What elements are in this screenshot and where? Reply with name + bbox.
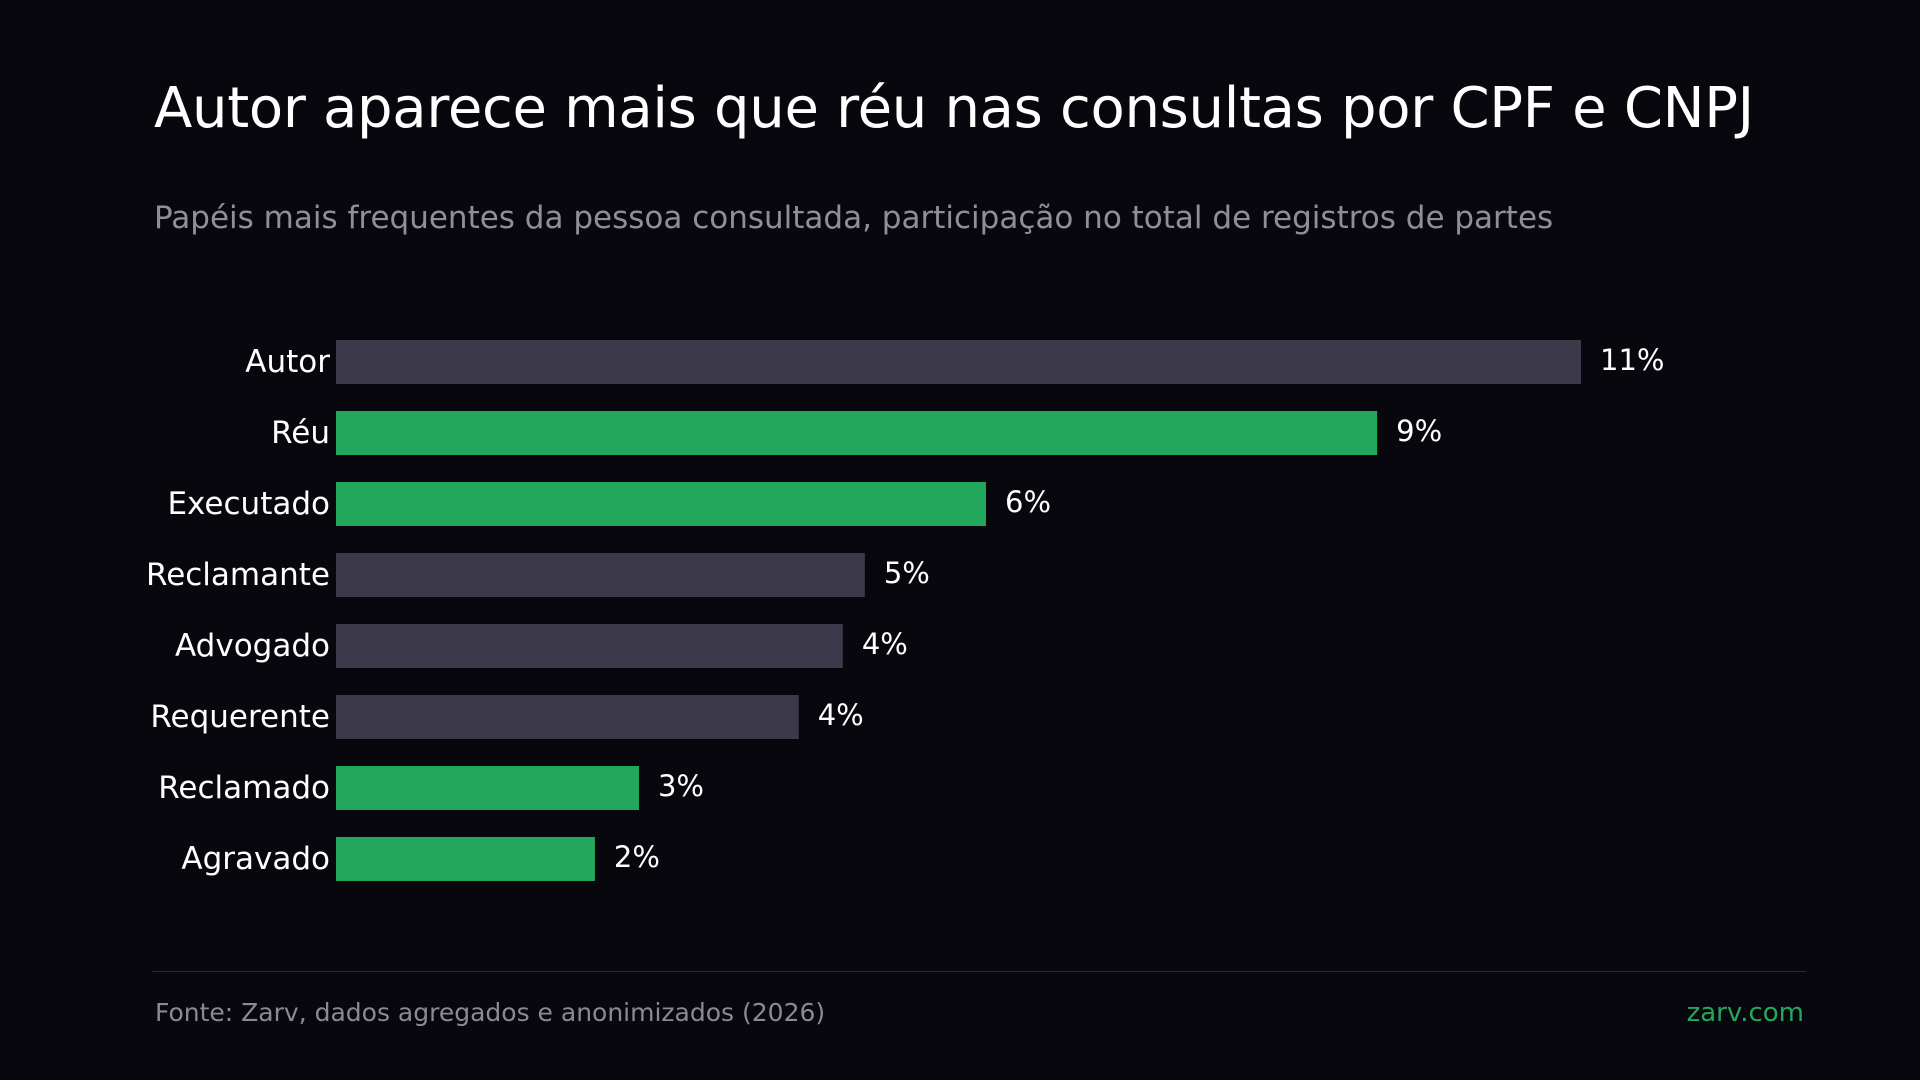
- category-label-reclamante: Reclamante: [146, 557, 330, 593]
- bar-agravado: [336, 837, 595, 881]
- chart-title: Autor aparece mais que réu nas consultas…: [154, 76, 1754, 141]
- value-label-reu: 9%: [1396, 414, 1442, 448]
- value-label-autor: 11%: [1600, 343, 1664, 377]
- chart-subtitle: Papéis mais frequentes da pessoa consult…: [154, 200, 1554, 236]
- value-label-reclamante: 5%: [884, 556, 930, 590]
- bar-autor: [336, 340, 1581, 384]
- category-label-agravado: Agravado: [181, 841, 330, 877]
- bar-executado: [336, 482, 987, 526]
- bar-requerente: [336, 695, 799, 739]
- category-label-advogado: Advogado: [175, 628, 330, 664]
- bar-reclamado: [336, 766, 639, 810]
- value-label-reclamado: 3%: [658, 769, 704, 803]
- footer-divider: [152, 971, 1806, 972]
- value-label-requerente: 4%: [818, 698, 864, 732]
- bar-reclamante: [336, 553, 865, 597]
- bar-advogado: [336, 624, 843, 668]
- source-note: Fonte: Zarv, dados agregados e anonimiza…: [155, 998, 826, 1027]
- category-label-autor: Autor: [245, 344, 330, 380]
- category-label-requerente: Requerente: [150, 699, 330, 735]
- value-label-agravado: 2%: [614, 840, 660, 874]
- category-label-executado: Executado: [167, 486, 330, 522]
- category-label-reclamado: Reclamado: [158, 770, 330, 806]
- category-label-reu: Réu: [271, 415, 330, 451]
- value-label-executado: 6%: [1005, 485, 1051, 519]
- value-label-advogado: 4%: [862, 627, 908, 661]
- bar-reu: [336, 411, 1378, 455]
- bar-chart: Autor 11% Réu 9% Executado 6% Reclamante 5% Advo…: [146, 340, 1664, 881]
- brand-link[interactable]: zarv.com: [1686, 998, 1804, 1028]
